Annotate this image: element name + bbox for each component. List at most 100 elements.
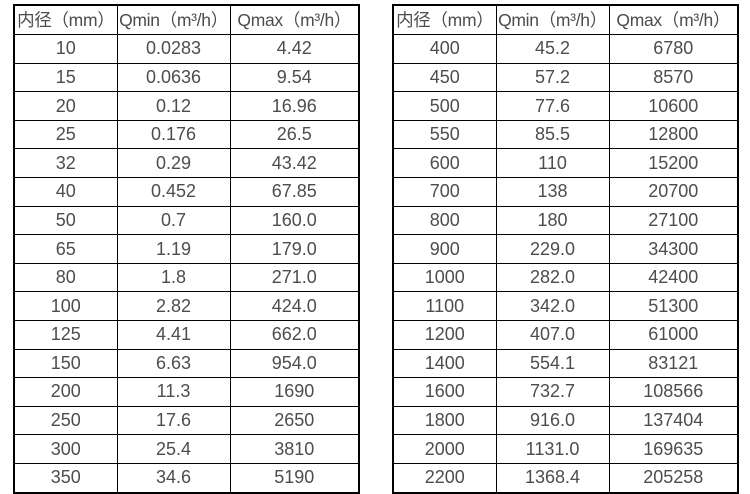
cell-diameter: 25 [13, 119, 118, 150]
cell-qmax: 5190 [229, 462, 360, 494]
table-row: 1600 732.7 108566 [392, 377, 739, 407]
cell-diameter: 150 [13, 348, 118, 379]
cell-qmin: 17.6 [116, 405, 231, 436]
cell-qmax: 42400 [608, 262, 739, 293]
cell-diameter: 600 [392, 148, 497, 178]
cell-qmax: 179.0 [229, 234, 360, 264]
cell-qmax: 954.0 [229, 348, 360, 379]
column-header-qmax: Qmax（m³/h） [608, 4, 739, 35]
cell-qmax: 16.96 [229, 91, 360, 121]
cell-diameter: 1000 [392, 262, 497, 293]
cell-qmin: 11.3 [116, 377, 231, 407]
cell-diameter: 700 [392, 176, 497, 207]
cell-qmin: 1.19 [116, 234, 231, 264]
table-row: 1800 916.0 137404 [392, 405, 739, 436]
cell-qmin: 85.5 [495, 119, 610, 150]
cell-qmin: 4.41 [116, 319, 231, 350]
cell-qmax: 108566 [608, 377, 739, 407]
cell-qmax: 271.0 [229, 262, 360, 293]
cell-qmin: 0.12 [116, 91, 231, 121]
table-row: 25 0.176 26.5 [13, 119, 360, 150]
header-row: 内径（mm） Qmin（m³/h） Qmax（m³/h） [392, 4, 739, 35]
cell-qmax: 61000 [608, 319, 739, 350]
table-row: 50 0.7 160.0 [13, 205, 360, 236]
table-row: 1100 342.0 51300 [392, 291, 739, 321]
table-row: 65 1.19 179.0 [13, 234, 360, 264]
cell-diameter: 65 [13, 234, 118, 264]
cell-diameter: 1600 [392, 377, 497, 407]
cell-diameter: 40 [13, 176, 118, 207]
cell-diameter: 2000 [392, 434, 497, 464]
column-header-diameter: 内径（mm） [392, 4, 497, 35]
table-row: 100 2.82 424.0 [13, 291, 360, 321]
cell-qmax: 1690 [229, 377, 360, 407]
cell-qmax: 43.42 [229, 148, 360, 178]
cell-qmin: 916.0 [495, 405, 610, 436]
cell-qmin: 407.0 [495, 319, 610, 350]
table-row: 600 110 15200 [392, 148, 739, 178]
cell-qmin: 2.82 [116, 291, 231, 321]
cell-qmin: 0.0636 [116, 62, 231, 93]
cell-qmax: 4.42 [229, 34, 360, 64]
cell-qmax: 205258 [608, 462, 739, 494]
cell-diameter: 2200 [392, 462, 497, 494]
cell-diameter: 900 [392, 234, 497, 264]
table-row: 900 229.0 34300 [392, 234, 739, 264]
cell-qmin: 34.6 [116, 462, 231, 494]
table-body: 400 45.2 6780 450 57.2 8570 500 77.6 10600 550 85.… [392, 34, 739, 494]
table-row: 800 180 27100 [392, 205, 739, 236]
cell-qmax: 3810 [229, 434, 360, 464]
cell-diameter: 10 [13, 34, 118, 64]
cell-qmin: 1368.4 [495, 462, 610, 494]
flow-table-dn10-350: 内径（mm） Qmin（m³/h） Qmax（m³/h） 10 0.0283 4.42 1… [13, 4, 360, 494]
header-row: 内径（mm） Qmin（m³/h） Qmax（m³/h） [13, 4, 360, 35]
cell-qmax: 51300 [608, 291, 739, 321]
cell-diameter: 32 [13, 148, 118, 178]
cell-diameter: 1400 [392, 348, 497, 379]
table-row: 400 45.2 6780 [392, 34, 739, 64]
cell-qmax: 169635 [608, 434, 739, 464]
cell-qmax: 2650 [229, 405, 360, 436]
column-header-qmin: Qmin（m³/h） [116, 4, 231, 35]
table-row: 250 17.6 2650 [13, 405, 360, 436]
cell-diameter: 15 [13, 62, 118, 93]
cell-diameter: 100 [13, 291, 118, 321]
table-row: 2000 1131.0 169635 [392, 434, 739, 464]
cell-qmax: 83121 [608, 348, 739, 379]
cell-qmin: 554.1 [495, 348, 610, 379]
table-row: 300 25.4 3810 [13, 434, 360, 464]
table-header: 内径（mm） Qmin（m³/h） Qmax（m³/h） [392, 4, 739, 35]
cell-diameter: 50 [13, 205, 118, 236]
table-header: 内径（mm） Qmin（m³/h） Qmax（m³/h） [13, 4, 360, 35]
cell-qmin: 77.6 [495, 91, 610, 121]
cell-qmin: 57.2 [495, 62, 610, 93]
cell-diameter: 250 [13, 405, 118, 436]
cell-qmax: 27100 [608, 205, 739, 236]
cell-qmin: 138 [495, 176, 610, 207]
cell-qmin: 282.0 [495, 262, 610, 293]
cell-qmax: 10600 [608, 91, 739, 121]
cell-diameter: 80 [13, 262, 118, 293]
cell-diameter: 400 [392, 34, 497, 64]
cell-diameter: 200 [13, 377, 118, 407]
cell-qmin: 45.2 [495, 34, 610, 64]
cell-qmax: 26.5 [229, 119, 360, 150]
cell-diameter: 1800 [392, 405, 497, 436]
table-row: 150 6.63 954.0 [13, 348, 360, 379]
cell-qmax: 160.0 [229, 205, 360, 236]
cell-diameter: 350 [13, 462, 118, 494]
cell-qmax: 9.54 [229, 62, 360, 93]
cell-qmin: 0.176 [116, 119, 231, 150]
cell-qmax: 34300 [608, 234, 739, 264]
table-row: 80 1.8 271.0 [13, 262, 360, 293]
cell-qmax: 15200 [608, 148, 739, 178]
cell-qmax: 20700 [608, 176, 739, 207]
table-row: 32 0.29 43.42 [13, 148, 360, 178]
table-row: 1400 554.1 83121 [392, 348, 739, 379]
cell-qmin: 1131.0 [495, 434, 610, 464]
table-row: 700 138 20700 [392, 176, 739, 207]
table-row: 500 77.6 10600 [392, 91, 739, 121]
cell-diameter: 1200 [392, 319, 497, 350]
cell-qmin: 6.63 [116, 348, 231, 379]
